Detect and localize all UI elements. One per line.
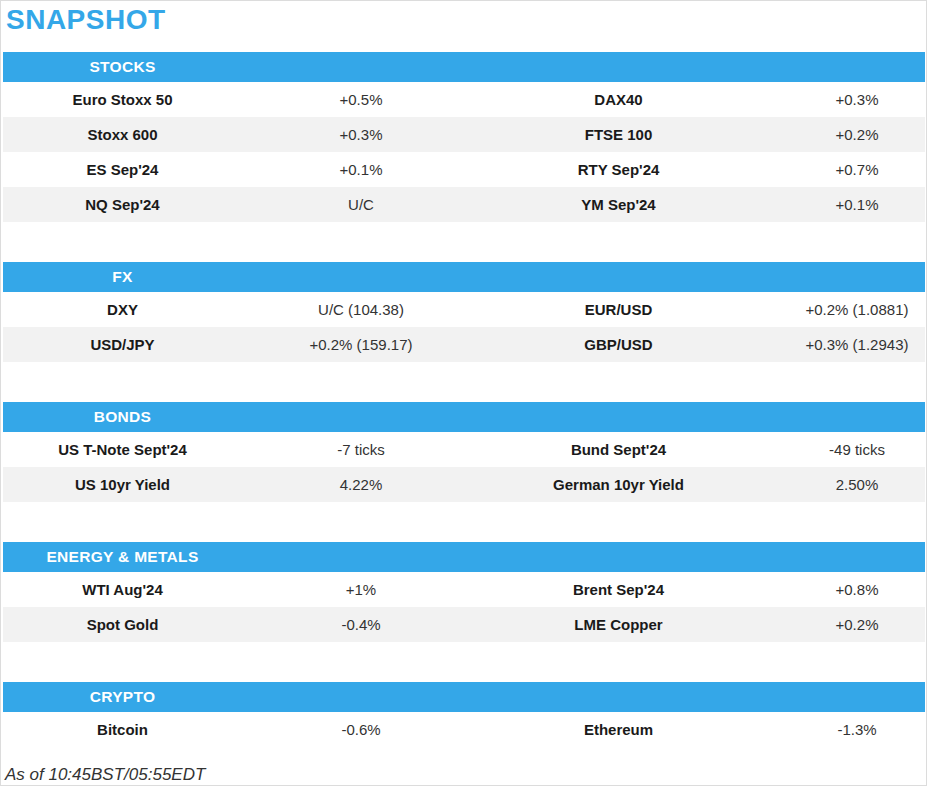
section-rows: DXYU/C (104.38)EUR/USD+0.2% (1.0881)USD/… (3, 292, 925, 362)
table-row: Spot Gold-0.4%LME Copper+0.2% (3, 607, 925, 642)
instrument-name: US 10yr Yield (3, 476, 242, 493)
instrument-value: 4.22% (242, 476, 480, 493)
section-crypto: CRYPTO Bitcoin-0.6%Ethereum-1.3% (3, 682, 925, 747)
snapshot-table: STOCKSEuro Stoxx 50+0.5%DAX40+0.3%Stoxx … (3, 52, 925, 747)
section-energy-metals: ENERGY & METALS WTI Aug'24+1%Brent Sep'24… (3, 542, 925, 642)
instrument-value: U/C (242, 196, 480, 213)
instrument-name: LME Copper (480, 616, 757, 633)
table-row: Euro Stoxx 50+0.5%DAX40+0.3% (3, 82, 925, 117)
instrument-value: -0.4% (242, 616, 480, 633)
instrument-value: +0.8% (757, 581, 925, 598)
section-fx: FXDXYU/C (104.38)EUR/USD+0.2% (1.0881)US… (3, 262, 925, 362)
table-row: Bitcoin-0.6%Ethereum-1.3% (3, 712, 925, 747)
section-header-fx: FX (3, 262, 925, 292)
instrument-name: YM Sep'24 (480, 196, 757, 213)
instrument-value: +0.2% (1.0881) (757, 301, 925, 318)
timestamp-note: As of 10:45BST/05:55EDT (5, 765, 926, 785)
table-row: US 10yr Yield4.22%German 10yr Yield2.50% (3, 467, 925, 502)
section-rows: WTI Aug'24+1%Brent Sep'24+0.8%Spot Gold-… (3, 572, 925, 642)
instrument-name: FTSE 100 (480, 126, 757, 143)
instrument-name: German 10yr Yield (480, 476, 757, 493)
table-row: US T-Note Sept'24-7 ticksBund Sept'24-49… (3, 432, 925, 467)
instrument-name: Stoxx 600 (3, 126, 242, 143)
instrument-name: ES Sep'24 (3, 161, 242, 178)
instrument-value: -7 ticks (242, 441, 480, 458)
instrument-value: +0.2% (159.17) (242, 336, 480, 353)
table-row: WTI Aug'24+1%Brent Sep'24+0.8% (3, 572, 925, 607)
instrument-value: +0.7% (757, 161, 925, 178)
table-row: Stoxx 600+0.3%FTSE 100+0.2% (3, 117, 925, 152)
instrument-value: +0.1% (242, 161, 480, 178)
section-header-energy-metals: ENERGY & METALS (3, 542, 925, 572)
instrument-name: DAX40 (480, 91, 757, 108)
snapshot-page: SNAPSHOT STOCKSEuro Stoxx 50+0.5%DAX40+0… (1, 1, 926, 785)
page-title: SNAPSHOT (6, 5, 926, 36)
instrument-name: RTY Sep'24 (480, 161, 757, 178)
table-row: ES Sep'24+0.1%RTY Sep'24+0.7% (3, 152, 925, 187)
section-header-label: FX (3, 268, 242, 286)
table-row: NQ Sep'24U/CYM Sep'24+0.1% (3, 187, 925, 222)
instrument-name: DXY (3, 301, 242, 318)
instrument-value: -0.6% (242, 721, 480, 738)
instrument-value: +0.3% (1.2943) (757, 336, 925, 353)
section-stocks: STOCKSEuro Stoxx 50+0.5%DAX40+0.3%Stoxx … (3, 52, 925, 222)
section-header-label: ENERGY & METALS (3, 548, 242, 566)
section-header-label: CRYPTO (3, 688, 242, 706)
instrument-value: +0.1% (757, 196, 925, 213)
instrument-value: +0.2% (757, 616, 925, 633)
instrument-name: Euro Stoxx 50 (3, 91, 242, 108)
table-row: DXYU/C (104.38)EUR/USD+0.2% (1.0881) (3, 292, 925, 327)
section-rows: US T-Note Sept'24-7 ticksBund Sept'24-49… (3, 432, 925, 502)
section-rows: Euro Stoxx 50+0.5%DAX40+0.3%Stoxx 600+0.… (3, 82, 925, 222)
section-rows: Bitcoin-0.6%Ethereum-1.3% (3, 712, 925, 747)
section-header-bonds: BONDS (3, 402, 925, 432)
instrument-name: US T-Note Sept'24 (3, 441, 242, 458)
instrument-value: -49 ticks (757, 441, 925, 458)
instrument-value: +0.5% (242, 91, 480, 108)
instrument-value: -1.3% (757, 721, 925, 738)
instrument-name: NQ Sep'24 (3, 196, 242, 213)
section-bonds: BONDS US T-Note Sept'24-7 ticksBund Sept'… (3, 402, 925, 502)
instrument-value: +0.2% (757, 126, 925, 143)
instrument-name: Bitcoin (3, 721, 242, 738)
section-header-label: BONDS (3, 408, 242, 426)
instrument-name: USD/JPY (3, 336, 242, 353)
section-header-crypto: CRYPTO (3, 682, 925, 712)
instrument-value: +0.3% (242, 126, 480, 143)
instrument-value: 2.50% (757, 476, 925, 493)
instrument-name: GBP/USD (480, 336, 757, 353)
instrument-value: U/C (104.38) (242, 301, 480, 318)
instrument-name: Bund Sept'24 (480, 441, 757, 458)
section-header-stocks: STOCKS (3, 52, 925, 82)
table-row: USD/JPY+0.2% (159.17)GBP/USD+0.3% (1.294… (3, 327, 925, 362)
section-header-label: STOCKS (3, 58, 242, 76)
instrument-name: WTI Aug'24 (3, 581, 242, 598)
instrument-name: Ethereum (480, 721, 757, 738)
instrument-value: +0.3% (757, 91, 925, 108)
instrument-name: Brent Sep'24 (480, 581, 757, 598)
instrument-value: +1% (242, 581, 480, 598)
instrument-name: Spot Gold (3, 616, 242, 633)
instrument-name: EUR/USD (480, 301, 757, 318)
